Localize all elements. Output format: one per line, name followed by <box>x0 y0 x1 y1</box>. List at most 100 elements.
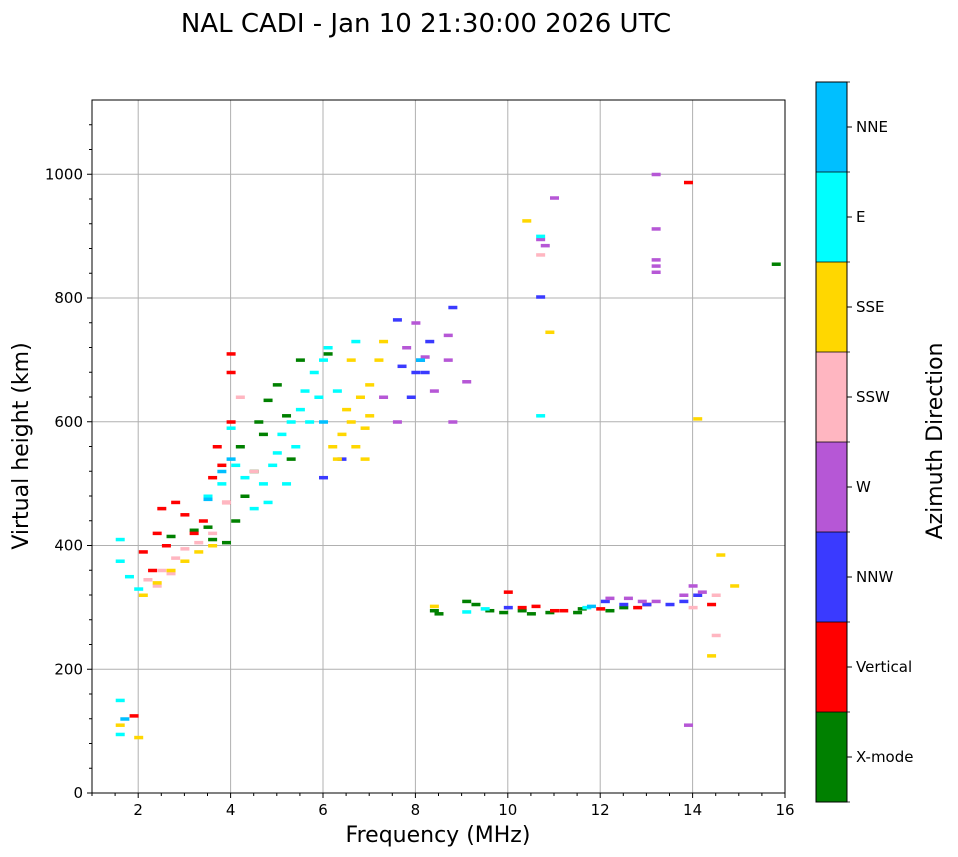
data-point <box>536 253 546 257</box>
data-point <box>420 355 430 359</box>
data-point <box>582 605 592 610</box>
data-point <box>429 389 439 393</box>
data-point <box>138 593 148 597</box>
data-point <box>429 608 439 613</box>
data-point <box>651 264 661 268</box>
x-axis-ticks: 2 4 6 8 10 12 14 16 <box>91 793 795 819</box>
data-point <box>688 584 698 588</box>
data-point <box>397 364 407 369</box>
data-point <box>392 420 402 424</box>
grid <box>92 100 785 793</box>
data-point <box>194 550 204 554</box>
data-point <box>540 243 550 248</box>
data-point <box>586 604 596 609</box>
y-axis-ticks: 0 200 400 600 800 1000 <box>45 124 92 802</box>
series-nnw <box>319 295 703 610</box>
data-point <box>379 339 389 344</box>
x-tick-label: 14 <box>683 801 702 819</box>
data-point <box>346 358 356 362</box>
data-point <box>651 172 661 177</box>
data-point <box>305 420 315 424</box>
data-point <box>226 352 236 356</box>
chart-title: NAL CADI - Jan 10 21:30:00 2026 UTC <box>181 9 671 39</box>
data-point <box>448 305 458 310</box>
data-point <box>208 475 218 480</box>
data-point <box>272 451 282 455</box>
data-point <box>637 599 647 604</box>
data-point <box>683 180 693 185</box>
data-point <box>577 607 587 611</box>
data-point <box>152 584 162 588</box>
data-point <box>295 358 305 362</box>
colorbar-tick-label: NNE <box>856 118 888 136</box>
data-point <box>545 330 555 335</box>
data-point <box>148 568 158 573</box>
series-x-mode <box>166 262 781 616</box>
x-axis-label: Frequency (MHz) <box>346 823 531 848</box>
data-point <box>235 395 245 399</box>
colorbar-segment <box>816 622 847 712</box>
data-point <box>217 469 227 474</box>
data-point <box>161 544 171 548</box>
data-point <box>619 605 629 610</box>
data-point <box>697 590 707 594</box>
x-tick-label: 6 <box>318 801 328 819</box>
data-point <box>448 420 458 424</box>
data-point <box>217 463 227 468</box>
colorbar-tick-label: W <box>856 478 871 496</box>
data-point <box>171 556 181 560</box>
colorbar-segment <box>816 532 847 622</box>
data-point <box>291 445 301 449</box>
data-point <box>217 482 227 486</box>
colorbar: X-mode Vertical NNW W SSW SSE E NNE <box>815 81 913 803</box>
x-tick-label: 4 <box>226 801 236 819</box>
data-point <box>152 581 162 585</box>
data-point <box>272 383 282 387</box>
data-point <box>351 445 361 449</box>
data-point <box>411 370 421 375</box>
data-point <box>711 633 721 638</box>
data-point <box>545 610 555 615</box>
data-point <box>226 426 236 430</box>
data-point <box>282 482 292 486</box>
series-ssw <box>143 253 721 638</box>
series-w <box>379 172 707 727</box>
data-point <box>416 358 426 362</box>
data-point <box>180 513 190 517</box>
data-point <box>240 475 250 480</box>
data-point <box>115 537 125 542</box>
data-point <box>120 717 130 721</box>
data-point <box>203 525 213 529</box>
data-point <box>730 584 740 588</box>
data-point <box>531 604 541 609</box>
data-point <box>171 500 181 505</box>
data-point <box>282 414 292 418</box>
y-axis-label: Virtual height (km) <box>9 342 34 549</box>
data-point <box>115 559 125 563</box>
data-point <box>355 395 365 399</box>
data-point <box>134 587 144 591</box>
series-e <box>115 234 592 737</box>
data-point <box>337 432 347 437</box>
data-point <box>323 346 333 350</box>
colorbar-tick-label: SSW <box>856 388 890 406</box>
colorbar-segment <box>816 82 847 172</box>
x-tick-label: 2 <box>133 801 143 819</box>
data-point <box>716 553 726 557</box>
data-point <box>771 262 781 266</box>
data-point <box>693 417 703 421</box>
data-point <box>517 605 527 610</box>
data-point <box>194 540 204 545</box>
data-point <box>134 735 144 740</box>
data-point <box>221 540 231 545</box>
series-sse <box>115 219 740 740</box>
data-point <box>425 339 435 344</box>
data-point <box>596 607 606 611</box>
data-point <box>462 380 472 384</box>
y-tick-label: 200 <box>54 660 83 678</box>
data-point <box>651 270 661 275</box>
data-point <box>619 602 629 607</box>
data-point <box>679 593 689 597</box>
y-tick-label: 0 <box>73 784 83 802</box>
